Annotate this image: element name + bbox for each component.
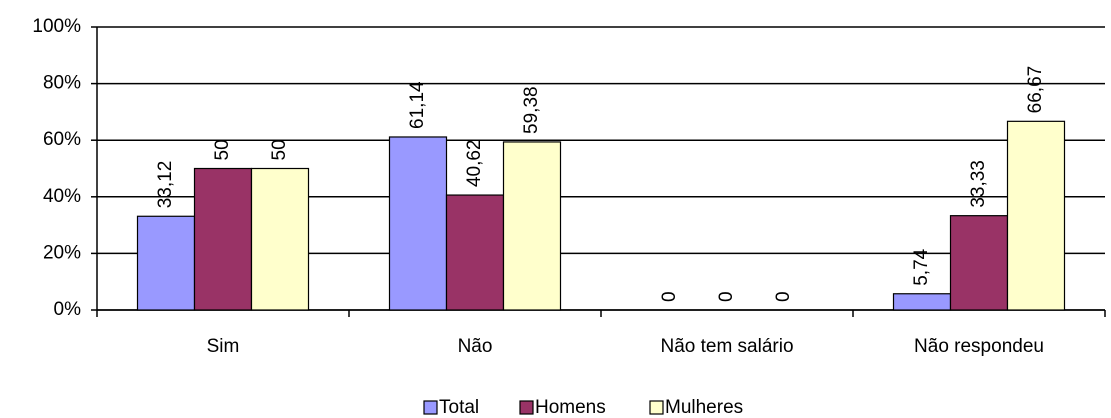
data-label: 50 <box>269 139 290 160</box>
data-label: 50 <box>212 139 233 160</box>
legend-label: Total <box>439 397 479 418</box>
data-label: 0 <box>716 291 737 302</box>
legend-swatch <box>519 400 534 415</box>
y-tick-label: 40% <box>43 186 81 207</box>
x-tick-label: Sim <box>207 336 240 357</box>
y-tick-label: 0% <box>54 299 82 320</box>
data-label: 33,33 <box>968 160 989 208</box>
y-tick-label: 60% <box>43 129 81 150</box>
x-tick-label: Não tem salário <box>660 336 793 357</box>
y-tick-label: 80% <box>43 73 81 94</box>
y-tick-label: 20% <box>43 242 81 263</box>
data-label: 61,14 <box>407 81 428 129</box>
data-label: 0 <box>773 291 794 302</box>
bar <box>250 167 310 311</box>
legend-swatch <box>649 400 664 415</box>
bar <box>193 167 253 311</box>
bar <box>388 136 448 311</box>
data-label: 0 <box>659 291 680 302</box>
bar <box>892 293 952 311</box>
bar <box>445 194 505 311</box>
data-label: 59,38 <box>521 86 542 134</box>
bar <box>502 141 562 311</box>
data-label: 33,12 <box>155 161 176 209</box>
x-tick-label: Não <box>458 336 493 357</box>
data-label: 40,62 <box>464 139 485 187</box>
legend-swatch <box>423 400 438 415</box>
data-label: 5,74 <box>911 248 932 285</box>
data-label: 66,67 <box>1025 66 1046 114</box>
legend-label: Homens <box>535 397 606 418</box>
x-tick-label: Não respondeu <box>914 336 1044 357</box>
y-tick-label: 100% <box>32 16 81 37</box>
bar <box>136 215 196 311</box>
bar <box>1006 120 1066 311</box>
legend-label: Mulheres <box>665 397 743 418</box>
bar <box>949 215 1009 311</box>
